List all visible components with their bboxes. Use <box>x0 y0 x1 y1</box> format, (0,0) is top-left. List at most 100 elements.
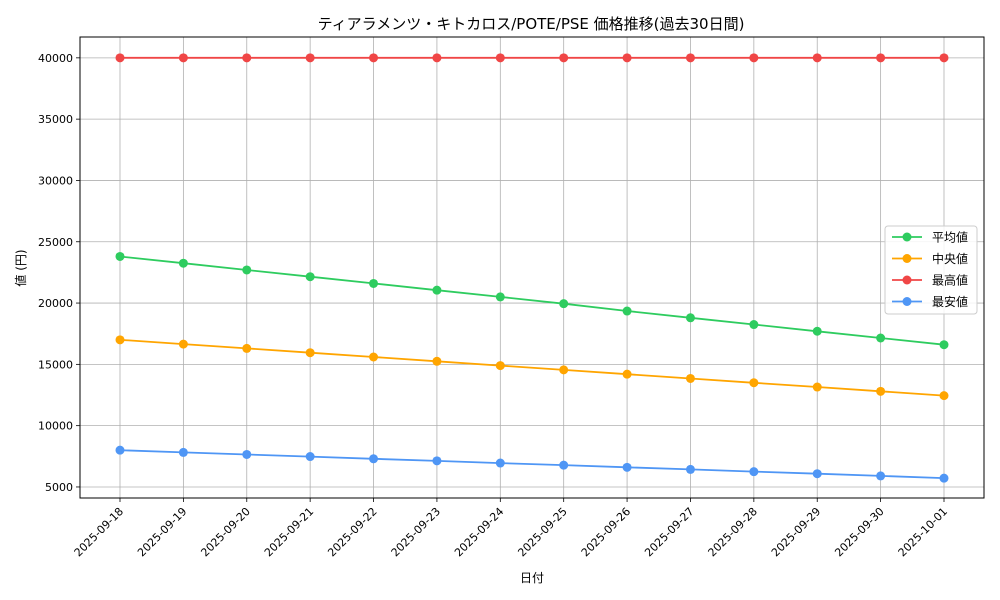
x-tick-label: 2025-09-21 <box>262 505 316 559</box>
data-point <box>876 53 886 63</box>
data-point <box>812 53 822 63</box>
data-point <box>749 467 759 477</box>
y-tick-label: 5000 <box>45 481 73 494</box>
y-tick-label: 30000 <box>38 174 73 187</box>
data-point <box>115 251 125 261</box>
data-point <box>495 361 505 371</box>
x-tick-label: 2025-09-23 <box>389 505 443 559</box>
x-tick-label: 2025-09-20 <box>198 505 252 559</box>
data-point <box>369 352 379 362</box>
data-point <box>939 53 949 63</box>
x-tick-label: 2025-09-29 <box>769 505 823 559</box>
series-line-1 <box>119 338 945 397</box>
legend-box <box>884 225 978 315</box>
data-point <box>812 469 822 479</box>
y-axis-label: 値 (円) <box>13 249 28 286</box>
x-tick-label: 2025-09-25 <box>515 505 569 559</box>
legend-marker <box>902 297 912 306</box>
data-point <box>432 456 442 466</box>
y-tick-label: 25000 <box>38 236 73 249</box>
data-point <box>369 454 379 464</box>
series-group <box>115 53 949 483</box>
x-tick-label: 2025-09-26 <box>579 505 633 559</box>
x-tick-label: 2025-09-24 <box>452 505 506 559</box>
plot-frame <box>79 36 985 499</box>
data-point <box>495 53 505 63</box>
legend-marker <box>902 275 912 285</box>
legend-marker <box>902 254 912 263</box>
y-tick-label: 10000 <box>38 420 73 433</box>
data-point <box>369 53 379 63</box>
legend-label: 平均値 <box>932 230 968 245</box>
x-tick-label: 2025-09-27 <box>642 505 696 559</box>
chart-title: ティアラメンツ・キトカロス/POTE/PSE 価格推移(過去30日間) <box>318 15 745 33</box>
data-point <box>622 53 632 63</box>
data-point <box>559 460 569 470</box>
data-point <box>305 53 315 63</box>
data-point <box>178 53 188 63</box>
x-axis-ticks: 2025-09-18 2025-09-19 2025-09-20 2025-09-21… <box>72 498 950 559</box>
data-point <box>242 449 252 459</box>
data-point <box>369 278 379 288</box>
series-line-3 <box>119 449 945 479</box>
data-point <box>495 458 505 468</box>
data-point <box>305 452 315 462</box>
data-point <box>685 53 695 63</box>
data-point <box>939 340 949 350</box>
data-point <box>559 299 569 309</box>
data-point <box>115 335 125 345</box>
data-point <box>876 386 886 396</box>
y-tick-label: 15000 <box>38 358 73 371</box>
y-tick-label: 20000 <box>38 297 73 310</box>
x-tick-label: 2025-09-30 <box>832 505 886 559</box>
y-tick-label: 40000 <box>38 52 73 65</box>
data-point <box>178 258 188 268</box>
data-point <box>622 306 632 316</box>
grid-lines <box>80 37 984 498</box>
data-point <box>178 339 188 349</box>
y-axis-ticks: 5000 10000 15000 20000 25000 30000 35000 40000 <box>38 52 80 494</box>
data-point <box>242 343 252 353</box>
data-point <box>432 53 442 63</box>
x-tick-label: 2025-09-19 <box>135 505 189 559</box>
legend-marker <box>902 232 912 242</box>
data-point <box>495 292 505 302</box>
data-point <box>115 53 125 63</box>
data-point <box>812 382 822 392</box>
data-point <box>242 265 252 275</box>
series-line-0 <box>119 255 945 346</box>
data-point <box>622 369 632 379</box>
data-point <box>685 373 695 383</box>
data-point <box>939 473 949 483</box>
x-tick-label: 2025-09-18 <box>72 505 126 559</box>
legend-label: 最安値 <box>932 294 968 309</box>
data-point <box>939 391 949 401</box>
x-tick-label: 2025-10-01 <box>896 505 950 559</box>
legend-label: 最高値 <box>932 273 968 288</box>
x-tick-label: 2025-09-22 <box>325 505 379 559</box>
data-point <box>432 356 442 366</box>
data-point <box>432 285 442 295</box>
data-point <box>876 471 886 481</box>
legend-label: 中央値 <box>932 251 968 266</box>
data-point <box>559 365 569 375</box>
data-point <box>812 326 822 336</box>
data-point <box>115 445 125 455</box>
data-point <box>178 447 188 457</box>
data-point <box>876 333 886 343</box>
data-point <box>622 462 632 472</box>
x-axis-label: 日付 <box>520 571 544 585</box>
data-point <box>749 378 759 388</box>
data-point <box>749 320 759 330</box>
data-point <box>242 53 252 63</box>
data-point <box>685 313 695 323</box>
y-tick-label: 35000 <box>38 113 73 126</box>
data-point <box>685 464 695 474</box>
x-tick-label: 2025-09-28 <box>706 505 760 559</box>
data-point <box>305 348 315 358</box>
data-point <box>559 53 569 63</box>
data-point <box>749 53 759 63</box>
data-point <box>305 272 315 282</box>
